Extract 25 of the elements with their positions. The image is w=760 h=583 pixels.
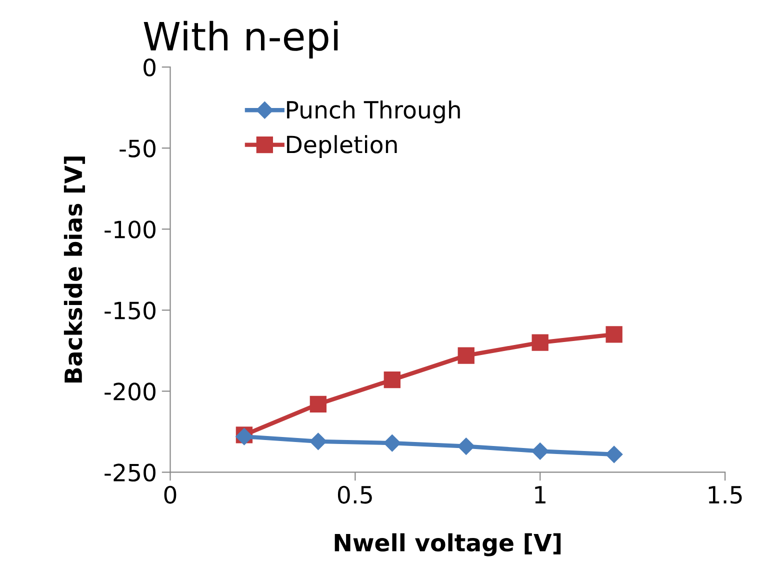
x-tick-label: 1.5: [708, 486, 742, 504]
legend-label: Punch Through: [287, 100, 460, 124]
x-tick-label: 0: [164, 486, 176, 504]
y-axis-title: Backside bias [V]: [64, 156, 85, 382]
y-tick-label: -150: [104, 302, 156, 320]
point: [310, 432, 327, 450]
point: [458, 347, 474, 364]
point: [606, 326, 622, 343]
y-tick-label: -100: [104, 220, 156, 238]
point: [310, 396, 327, 412]
x-tick-label: 1: [535, 486, 546, 504]
point: [384, 372, 400, 388]
point: [384, 434, 401, 452]
x-axis-title: Nwell voltage [V]: [334, 533, 561, 556]
y-tick-label: 0: [144, 58, 156, 76]
y-tick-label: -50: [120, 140, 156, 158]
point: [532, 334, 548, 351]
point: [532, 442, 549, 460]
y-tick-label: -250: [104, 464, 156, 482]
chart-title: With n-epi: [144, 20, 338, 58]
y-tick-label: -200: [104, 382, 156, 400]
point: [606, 446, 623, 463]
x-tick-label: 0.5: [338, 486, 372, 504]
point: [458, 438, 475, 455]
legend-label: Depletion: [287, 135, 397, 158]
